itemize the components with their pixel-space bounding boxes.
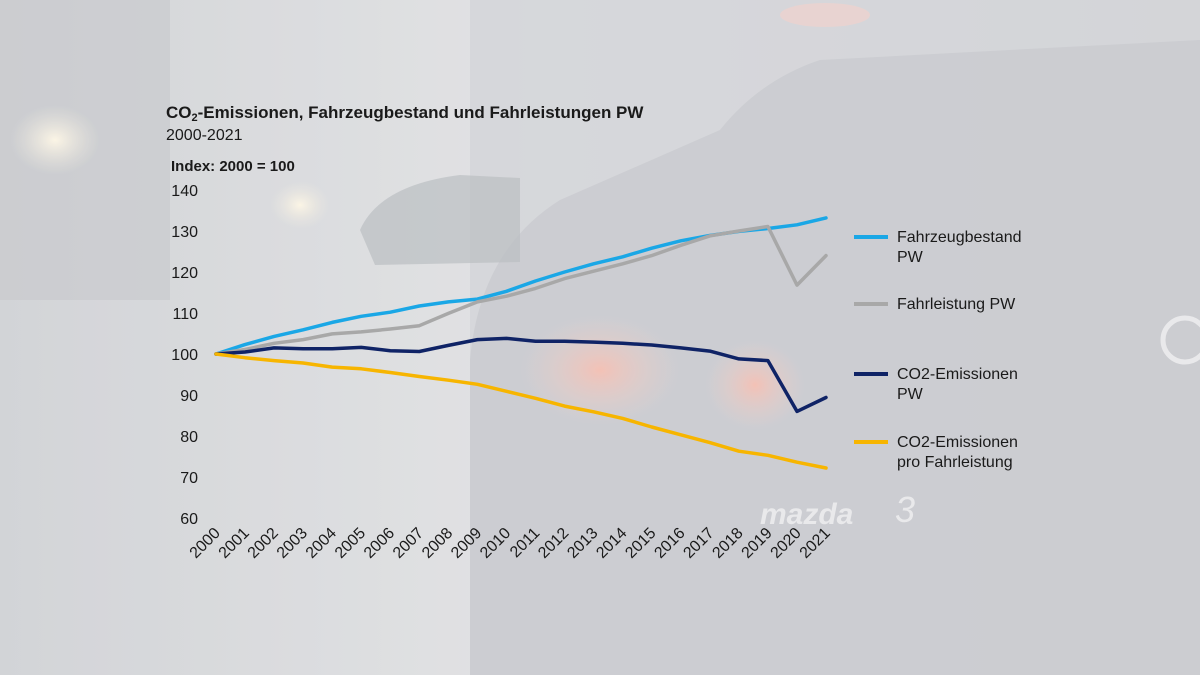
- chart-title: CO2-Emissionen, Fahrzeugbestand und Fahr…: [166, 103, 643, 124]
- x-tick-label: 2013: [564, 525, 601, 562]
- y-axis-index-label: Index: 2000 = 100: [171, 158, 295, 175]
- series-line-3: [214, 336, 828, 414]
- series-lines: [214, 216, 828, 470]
- x-tick-label: 2021: [797, 525, 834, 562]
- x-tick-label: 2006: [361, 525, 398, 562]
- x-tick-label: 2014: [593, 525, 630, 562]
- legend: Fahrzeugbestand PW Fahrleistung PW CO2-Emis…: [854, 229, 1022, 471]
- x-tick-label: 2017: [680, 525, 717, 562]
- legend-label: Fahrleistung PW: [897, 296, 1016, 313]
- x-tick-label: 2010: [477, 525, 514, 562]
- x-tick-label: 2019: [739, 525, 776, 562]
- y-tick-label: 140: [171, 183, 198, 200]
- x-tick-label: 2015: [622, 525, 659, 562]
- x-tick-label: 2018: [709, 525, 746, 562]
- series-line-4: [214, 352, 828, 470]
- y-tick-label: 120: [171, 265, 198, 282]
- legend-label: Fahrzeugbestand: [897, 229, 1022, 246]
- legend-label: PW: [897, 386, 924, 403]
- chart-subtitle: 2000-2021: [166, 127, 243, 144]
- title-prefix: CO: [166, 103, 192, 122]
- y-tick-label: 100: [171, 347, 198, 364]
- x-tick-label: 2005: [332, 525, 369, 562]
- x-tick-label: 2000: [187, 525, 224, 562]
- y-axis-ticks: 60 70 80 90 100 110 120 130 140: [171, 183, 198, 528]
- x-tick-label: 2003: [274, 525, 311, 562]
- title-subscript: 2: [191, 112, 198, 124]
- x-tick-label: 2004: [303, 525, 340, 562]
- y-tick-label: 110: [172, 306, 198, 323]
- series-line-1: [214, 216, 828, 356]
- x-tick-label: 2011: [507, 525, 543, 561]
- series-line-2: [214, 224, 828, 356]
- legend-label: CO2-Emissionen: [897, 366, 1018, 383]
- y-tick-label: 130: [171, 224, 198, 241]
- y-tick-label: 80: [180, 429, 198, 446]
- x-axis-ticks: 2000200120022003200420052006200720082009…: [187, 525, 834, 562]
- legend-label: CO2-Emissionen: [897, 434, 1018, 451]
- x-tick-label: 2012: [535, 525, 572, 562]
- x-tick-label: 2020: [768, 525, 805, 562]
- title-suffix: -Emissionen, Fahrzeugbestand und Fahrlei…: [197, 103, 644, 122]
- background-model-text: 3: [895, 489, 915, 530]
- x-tick-label: 2016: [651, 525, 688, 562]
- x-tick-label: 2001: [216, 525, 253, 562]
- y-tick-label: 70: [180, 470, 198, 487]
- y-tick-label: 90: [180, 388, 198, 405]
- x-tick-label: 2008: [419, 525, 456, 562]
- legend-label: pro Fahrleistung: [897, 454, 1013, 471]
- background-brand-text: mazda: [760, 498, 853, 531]
- x-tick-label: 2007: [390, 525, 427, 562]
- x-tick-label: 2002: [245, 525, 282, 562]
- x-tick-label: 2009: [448, 525, 485, 562]
- legend-label: PW: [897, 249, 924, 266]
- y-tick-label: 60: [180, 511, 198, 528]
